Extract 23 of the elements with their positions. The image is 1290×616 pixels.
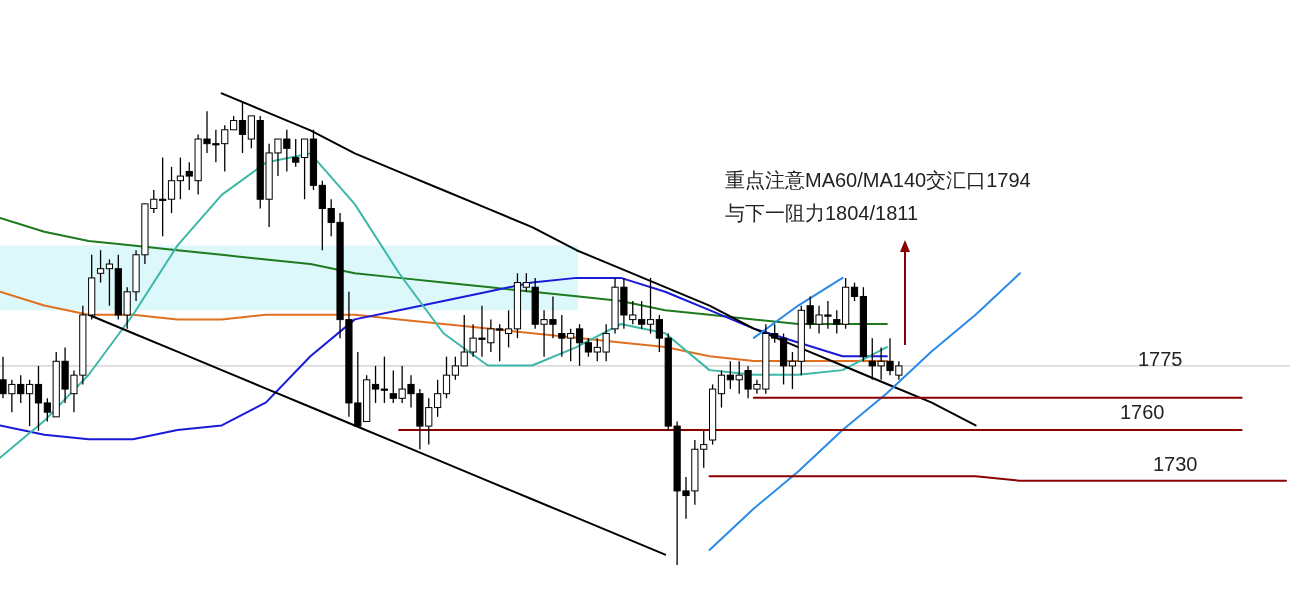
candlestick bbox=[504, 309, 513, 349]
annotation: 1730 bbox=[1153, 453, 1198, 475]
annotation: 重点注意MA60/MA140交汇口1794 与下一阻力1804/1811 bbox=[725, 169, 1031, 224]
candlestick bbox=[788, 351, 797, 390]
candlestick bbox=[646, 277, 655, 335]
candlestick bbox=[717, 369, 726, 409]
candlestick bbox=[442, 356, 451, 399]
candlestick bbox=[34, 365, 43, 432]
candlestick bbox=[584, 337, 593, 358]
candlestick bbox=[167, 166, 176, 214]
candlestick bbox=[850, 281, 859, 302]
candlestick bbox=[238, 101, 247, 154]
candlestick bbox=[105, 258, 114, 307]
candlestick bbox=[380, 356, 389, 404]
candlestick bbox=[371, 365, 380, 404]
candlestick bbox=[26, 379, 34, 427]
candlestick bbox=[176, 156, 185, 200]
candlestick bbox=[575, 323, 584, 367]
annotation: 1760 bbox=[1120, 401, 1165, 423]
candlestick bbox=[292, 138, 300, 168]
annotation: 1775 bbox=[1138, 348, 1183, 370]
candlestick bbox=[96, 249, 105, 284]
candlestick bbox=[300, 138, 309, 200]
